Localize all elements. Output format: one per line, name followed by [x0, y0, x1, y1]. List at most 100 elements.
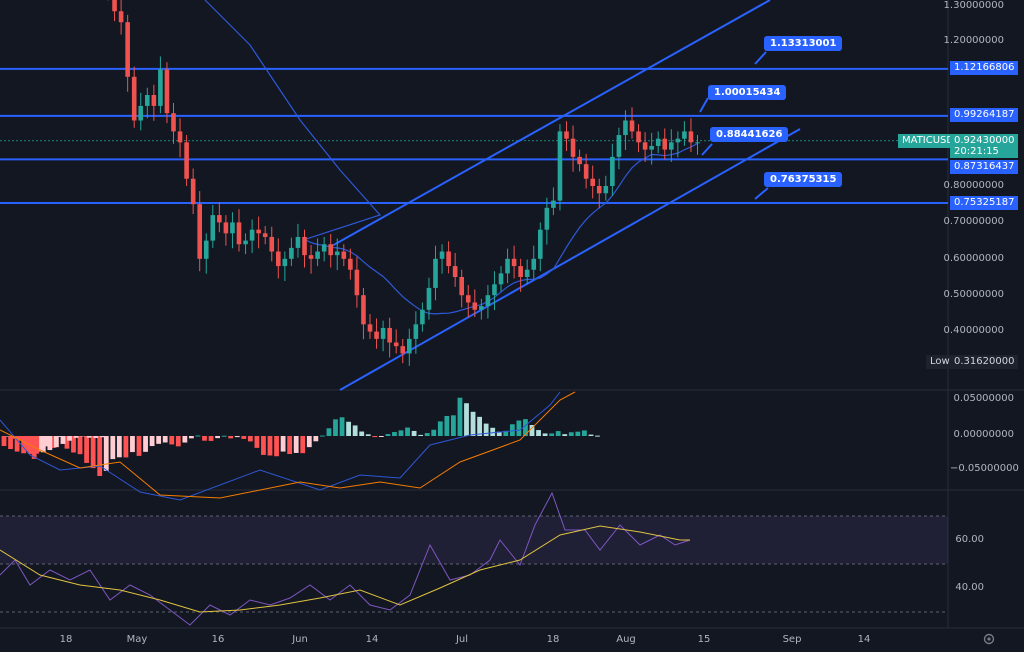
channel-upper-line[interactable]	[329, 0, 771, 248]
callout-pointer	[754, 187, 769, 200]
price-axis-label: 1.20000000	[943, 35, 1004, 46]
candle-body	[348, 258, 353, 270]
macd-histogram-bar	[372, 436, 378, 438]
macd-histogram-bar	[175, 436, 181, 447]
macd-histogram-bar	[254, 436, 260, 448]
macd-histogram-bar	[93, 436, 99, 438]
candle-body	[367, 324, 373, 332]
candle-body	[662, 138, 668, 150]
macd-histogram-bar	[215, 436, 220, 439]
date-axis-label: 18	[546, 634, 560, 645]
candle-body	[262, 233, 268, 237]
price-axis-label: 0.60000000	[943, 253, 1004, 264]
macd-histogram-bar	[54, 436, 59, 448]
candle-body	[361, 295, 366, 325]
candle-body	[636, 131, 641, 143]
macd-histogram-bar	[444, 415, 450, 436]
candle-body	[328, 244, 333, 256]
date-axis-label: 14	[857, 634, 871, 645]
macd-histogram-bar	[437, 421, 443, 436]
candle-body	[655, 138, 661, 146]
macd-histogram-bar	[149, 436, 155, 447]
current-price-tag: 0.92430000 20:21:15	[950, 134, 1019, 158]
candle-body	[354, 269, 360, 296]
candle-body	[426, 287, 432, 310]
macd-axis-label: −0.05000000	[950, 463, 1019, 474]
horizontal-levels[interactable]	[0, 67, 948, 205]
macd-histogram-bar	[123, 436, 129, 458]
macd-histogram-bar	[116, 436, 122, 458]
macd-histogram-bar	[523, 419, 528, 436]
macd-histogram-bar	[274, 436, 279, 457]
candle-body	[439, 251, 445, 259]
candle-body	[131, 76, 137, 121]
macd-histogram-bar	[77, 436, 83, 455]
macd-line	[0, 391, 561, 501]
candle-body	[511, 258, 517, 267]
macd-histogram-bar	[496, 431, 502, 436]
price-callout[interactable]: 0.76375315	[764, 172, 843, 187]
candle-body	[243, 240, 248, 245]
date-axis-label: May	[126, 634, 148, 645]
candle-body	[583, 164, 589, 179]
price-axis-label: 1.30000000	[943, 0, 1004, 11]
macd-histogram-bar	[64, 436, 70, 449]
settings-gear-icon[interactable]	[982, 632, 996, 646]
macd-histogram-bar	[378, 436, 384, 437]
candle-body	[531, 258, 537, 270]
candle-body	[518, 266, 523, 277]
macd-histogram-bar	[477, 416, 482, 436]
candle-body	[203, 240, 209, 259]
macd-histogram-bar	[21, 436, 27, 454]
rsi-axis-label: 60.00	[955, 534, 984, 545]
current-price: 0.92430000	[954, 135, 1015, 146]
callout-pointer	[699, 97, 709, 113]
candle-body	[374, 331, 379, 339]
candle-body	[551, 200, 556, 208]
macd-signal-line	[0, 391, 576, 499]
macd-histogram-bar	[103, 436, 109, 471]
macd-histogram-bar	[34, 436, 40, 454]
macd-histogram-bar	[568, 432, 574, 436]
price-level-tag: 1.12166806	[950, 61, 1019, 75]
macd-histogram-bar	[221, 435, 227, 437]
candle-body	[675, 138, 681, 143]
macd-histogram-bar	[234, 436, 240, 438]
macd-histogram-bar	[110, 436, 116, 460]
macd-histogram-bar	[5, 436, 11, 437]
candle-body	[197, 204, 202, 259]
candle-body	[223, 222, 229, 234]
macd-histogram-bar	[503, 430, 509, 436]
candle-body	[433, 258, 438, 288]
candle-body	[151, 95, 157, 106]
candle-body	[590, 178, 595, 186]
macd-histogram-bar	[313, 436, 319, 442]
price-callout[interactable]: 0.88441626	[710, 127, 789, 142]
channel-lower-line[interactable]	[339, 128, 801, 391]
candle-body	[164, 69, 170, 114]
trend-channel[interactable]	[329, 0, 801, 391]
macd-histogram-bar	[398, 430, 404, 436]
candle-body	[276, 251, 281, 267]
candle-body	[302, 236, 307, 256]
macd-histogram-bar	[424, 433, 430, 436]
date-axis-label: 16	[211, 634, 225, 645]
macd-histogram-bar	[326, 428, 332, 436]
candle-body	[308, 255, 314, 259]
candle-body	[465, 295, 471, 303]
callout-pointer	[701, 143, 713, 156]
price-callout[interactable]: 1.13313001	[764, 36, 843, 51]
macd-histogram-bar	[588, 434, 594, 436]
candle-body	[413, 324, 419, 339]
price-callout[interactable]: 1.00015434	[708, 85, 787, 100]
candle-body	[236, 222, 242, 245]
candle-body	[334, 251, 340, 256]
rsi-axis-label: 40.00	[955, 582, 984, 593]
macd-histogram-bar	[549, 433, 555, 436]
macd-histogram-bar	[346, 421, 351, 436]
macd-histogram-bar	[182, 436, 188, 443]
macd-histogram-bar	[202, 436, 207, 441]
date-axis-label: Aug	[616, 634, 636, 645]
